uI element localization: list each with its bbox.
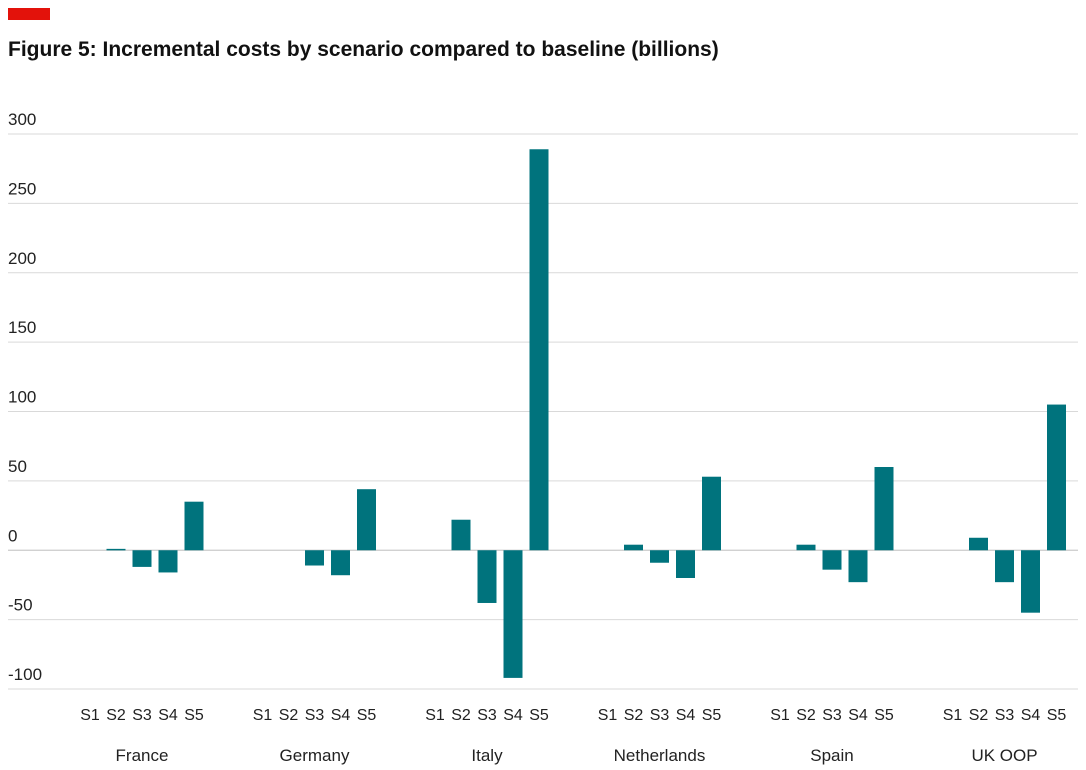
x-tick-label: S5 xyxy=(702,707,722,724)
bar-italy-s5 xyxy=(529,149,549,551)
bar-uk-oop-s2 xyxy=(969,537,988,551)
y-tick-label: 200 xyxy=(8,249,36,268)
x-tick-label: S5 xyxy=(874,707,894,724)
x-tick-label: S3 xyxy=(822,707,842,724)
bar-uk-oop-s3 xyxy=(995,550,1014,583)
y-tick-label: 50 xyxy=(8,457,27,476)
y-tick-label: 0 xyxy=(8,526,17,545)
bar-france-s5 xyxy=(184,501,204,551)
x-tick-label: S4 xyxy=(676,707,696,724)
x-tick-label: S5 xyxy=(1047,707,1067,724)
bar-netherlands-s5 xyxy=(702,476,721,551)
x-tick-label: S3 xyxy=(650,707,670,724)
x-tick-label: S2 xyxy=(796,707,816,724)
bar-spain-s2 xyxy=(796,544,816,551)
x-tick-label: S1 xyxy=(943,707,963,724)
x-tick-label: S3 xyxy=(995,707,1015,724)
y-tick-label: 150 xyxy=(8,318,36,337)
group-label: Italy xyxy=(471,746,503,765)
x-tick-label: S2 xyxy=(279,707,299,724)
bar-italy-s3 xyxy=(477,550,497,603)
x-tick-label: S3 xyxy=(305,707,325,724)
x-tick-label: S5 xyxy=(529,707,549,724)
x-tick-label: S4 xyxy=(331,707,351,724)
bar-uk-oop-s4 xyxy=(1021,550,1040,613)
y-tick-label: -100 xyxy=(8,665,42,684)
x-tick-label: S1 xyxy=(253,707,273,724)
bar-france-s3 xyxy=(132,550,152,567)
bar-netherlands-s2 xyxy=(624,544,643,551)
bar-spain-s4 xyxy=(848,550,868,583)
bar-netherlands-s4 xyxy=(676,550,695,578)
x-tick-label: S5 xyxy=(357,707,377,724)
bars xyxy=(106,149,1066,678)
y-tick-label: 250 xyxy=(8,179,36,198)
bar-germany-s4 xyxy=(331,550,350,576)
group-label: Spain xyxy=(810,746,853,765)
x-tick-label: S2 xyxy=(451,707,471,724)
bar-italy-s4 xyxy=(503,550,523,678)
x-tick-label: S2 xyxy=(106,707,126,724)
bar-france-s2 xyxy=(106,548,126,551)
group-label: UK OOP xyxy=(971,746,1037,765)
x-tick-label: S4 xyxy=(503,707,523,724)
group-label: Germany xyxy=(280,746,350,765)
bar-spain-s3 xyxy=(822,550,842,570)
x-tick-label: S3 xyxy=(132,707,152,724)
bar-spain-s5 xyxy=(874,467,894,551)
bar-italy-s2 xyxy=(451,519,471,551)
x-tick-label: S1 xyxy=(425,707,445,724)
x-tick-label: S4 xyxy=(848,707,868,724)
brand-accent-bar xyxy=(8,8,50,20)
group-label: France xyxy=(116,746,169,765)
bar-germany-s3 xyxy=(305,550,324,566)
x-tick-label: S3 xyxy=(477,707,497,724)
bar-uk-oop-s5 xyxy=(1047,404,1066,551)
x-tick-label: S4 xyxy=(158,707,178,724)
x-tick-label: S1 xyxy=(80,707,100,724)
x-tick-label: S2 xyxy=(969,707,989,724)
x-tick-label: S2 xyxy=(624,707,644,724)
y-tick-label: -50 xyxy=(8,596,33,615)
bar-germany-s5 xyxy=(357,489,376,551)
axis-labels: -100 -50 0 50 100 150 200 250 300 S1 S2 S3 S4 S5 Franc… xyxy=(8,110,1066,765)
x-tick-label: S1 xyxy=(770,707,790,724)
y-tick-label: 100 xyxy=(8,388,36,407)
x-tick-label: S4 xyxy=(1021,707,1041,724)
chart-title: Figure 5: Incremental costs by scenario … xyxy=(8,38,719,61)
group-label: Netherlands xyxy=(614,746,706,765)
bar-netherlands-s3 xyxy=(650,550,669,563)
bar-france-s4 xyxy=(158,550,178,573)
x-tick-label: S5 xyxy=(184,707,204,724)
x-tick-label: S1 xyxy=(598,707,618,724)
y-tick-label: 300 xyxy=(8,110,36,129)
